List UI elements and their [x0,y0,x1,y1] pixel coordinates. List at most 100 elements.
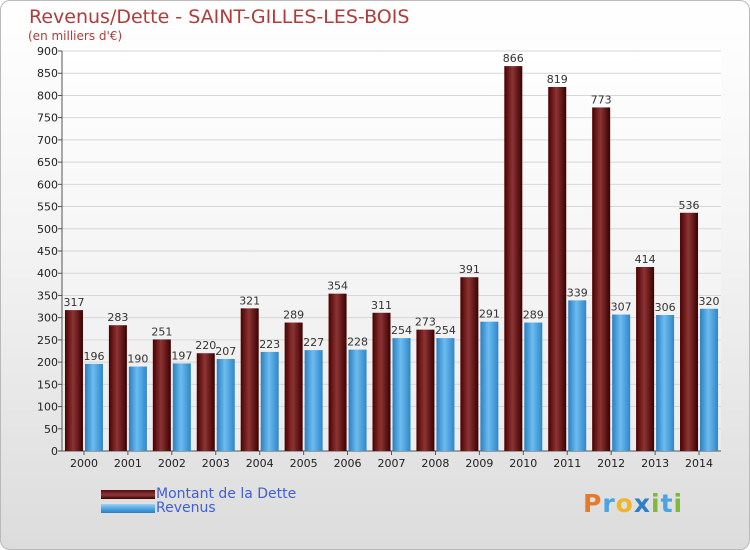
x-tick-label: 2000 [70,457,98,470]
debt-value-label: 773 [591,93,612,106]
revenue-bar [304,350,323,451]
debt-bar [108,325,127,451]
revenue-value-label: 306 [655,301,676,314]
revenue-value-label: 227 [303,336,324,349]
revenue-value-label: 291 [479,308,500,321]
revenue-value-label: 223 [259,338,280,351]
x-tick-label: 2007 [378,457,406,470]
revenue-value-label: 254 [435,324,456,337]
revenue-bar [128,366,147,451]
y-tick-label: 500 [37,223,58,236]
revenue-bar [612,314,631,451]
x-tick-label: 2001 [114,457,142,470]
debt-value-label: 317 [63,296,84,309]
revenue-bar [172,363,191,451]
y-tick-label: 850 [37,67,58,80]
debt-value-label: 391 [459,263,480,276]
legend-swatch-debt [101,490,155,499]
revenue-value-label: 197 [171,349,192,362]
proxiti-logo: Proxiti [583,489,684,518]
debt-bar [416,329,435,451]
debt-value-label: 536 [679,199,700,212]
debt-bar [636,267,655,451]
legend-swatch-revenue [101,504,155,513]
revenue-value-label: 190 [127,353,148,366]
debt-value-label: 866 [503,52,524,65]
y-tick-label: 400 [37,267,58,280]
debt-value-label: 251 [151,325,172,338]
legend-label-debt: Montant de la Dette [156,486,297,502]
y-tick-label: 150 [37,378,58,391]
revenue-bar [348,349,367,451]
revenue-value-label: 207 [215,345,236,358]
y-tick-label: 100 [37,401,58,414]
y-tick-label: 800 [37,89,58,102]
debt-value-label: 273 [415,316,436,329]
revenue-bar [216,359,235,451]
revenue-value-label: 228 [347,336,368,349]
x-tick-label: 2005 [290,457,318,470]
x-tick-label: 2014 [685,457,713,470]
debt-bar [592,107,611,451]
debt-bar [64,310,83,451]
revenue-bar [392,338,411,451]
y-tick-label: 450 [37,245,58,258]
chart-subtitle: (en milliers d'€) [28,29,123,43]
revenue-value-label: 320 [699,295,720,308]
debt-bar [240,308,259,451]
debt-value-label: 289 [283,309,304,322]
revenue-bar [260,351,279,451]
x-tick-label: 2013 [641,457,669,470]
x-tick-label: 2002 [158,457,186,470]
plot-area: 0 50 100 150 200 250 300 350 400 450 500 550 600 650 7… [37,45,721,470]
legend-label-revenue: Revenus [156,500,216,516]
debt-bar [284,322,303,451]
x-tick-label: 2009 [465,457,493,470]
debt-bar [196,353,215,451]
y-tick-label: 600 [37,178,58,191]
debt-value-label: 414 [635,253,656,266]
debt-value-label: 283 [107,311,128,324]
chart-title: Revenus/Dette - SAINT-GILLES-LES-BOIS [29,6,410,28]
revenue-value-label: 196 [83,350,104,363]
debt-bar [460,277,479,451]
y-tick-label: 350 [37,289,58,302]
debt-bar [504,66,523,451]
y-tick-label: 50 [44,423,58,436]
y-tick-label: 650 [37,156,58,169]
y-tick-label: 250 [37,334,58,347]
x-tick-label: 2003 [202,457,230,470]
x-tick-label: 2008 [421,457,449,470]
revenue-bar [84,363,103,451]
debt-bar [548,87,567,451]
debt-bar [372,312,391,451]
revenue-value-label: 307 [611,301,632,314]
revenue-value-label: 289 [523,309,544,322]
y-tick-label: 750 [37,112,58,125]
y-tick-label: 550 [37,201,58,214]
y-tick-label: 0 [51,445,58,458]
y-tick-label: 700 [37,134,58,147]
y-tick-label: 200 [37,356,58,369]
debt-value-label: 311 [371,299,392,312]
x-tick-label: 2011 [553,457,581,470]
debt-value-label: 321 [239,294,260,307]
debt-value-label: 819 [547,73,568,86]
debt-bar [328,293,347,451]
x-tick-label: 2006 [334,457,362,470]
y-tick-label: 300 [37,312,58,325]
revenue-bar [436,338,455,451]
revenue-value-label: 339 [567,286,588,299]
debt-bar [152,339,171,451]
y-tick-label: 900 [37,45,58,58]
revenue-bar [480,321,499,451]
revenue-bar [656,315,675,451]
revenue-value-label: 254 [391,324,412,337]
debt-value-label: 220 [195,339,216,352]
revenue-bar [568,300,587,451]
x-tick-label: 2010 [509,457,537,470]
debt-bar [680,212,699,451]
revenue-bar [700,308,719,451]
x-tick-label: 2004 [246,457,274,470]
